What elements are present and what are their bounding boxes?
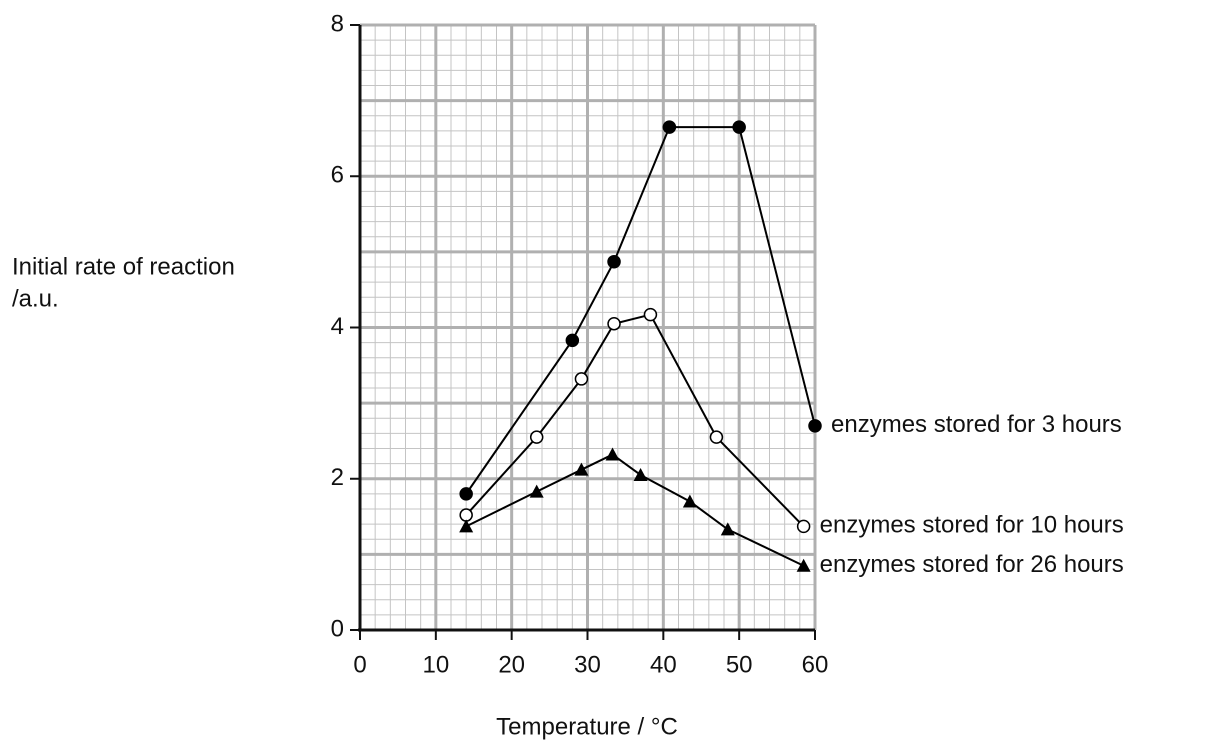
marker	[808, 419, 822, 433]
marker	[796, 558, 811, 572]
marker	[633, 467, 648, 481]
y-axis-label: Initial rate of reaction	[12, 253, 235, 280]
legend-label: enzymes stored for 26 hours	[820, 551, 1124, 578]
marker	[565, 333, 580, 348]
x-tick-label: 30	[574, 651, 601, 678]
y-tick-label: 8	[331, 10, 344, 37]
marker	[459, 508, 473, 522]
marker	[459, 519, 474, 533]
legend-label: enzymes stored for 3 hours	[831, 411, 1122, 438]
marker	[607, 316, 621, 331]
y-tick-label: 0	[331, 615, 344, 642]
marker	[607, 254, 621, 269]
x-tick-label: 10	[422, 651, 449, 678]
x-tick-label: 50	[726, 651, 753, 678]
marker	[796, 519, 811, 534]
x-axis-label: Temperature / °C	[496, 713, 678, 740]
marker	[529, 484, 544, 498]
series-line	[465, 453, 805, 567]
x-tick-label: 60	[802, 651, 829, 678]
y-tick-label: 4	[331, 313, 344, 340]
x-tick-label: 20	[498, 651, 525, 678]
legend-label: enzymes stored for 10 hours	[820, 512, 1124, 539]
marker	[662, 120, 677, 134]
marker	[682, 494, 697, 508]
y-tick-label: 6	[331, 162, 344, 189]
marker	[574, 462, 589, 476]
y-tick-label: 2	[331, 464, 344, 491]
marker	[720, 522, 735, 536]
marker	[574, 372, 589, 386]
x-tick-label: 0	[353, 651, 366, 678]
marker	[459, 487, 473, 501]
marker	[643, 307, 658, 322]
marker	[529, 430, 544, 444]
y-axis-label: /a.u.	[12, 285, 59, 312]
marker	[732, 120, 746, 134]
marker	[709, 430, 724, 444]
series-line	[465, 126, 816, 495]
x-tick-label: 40	[650, 651, 677, 678]
marker	[605, 447, 620, 461]
